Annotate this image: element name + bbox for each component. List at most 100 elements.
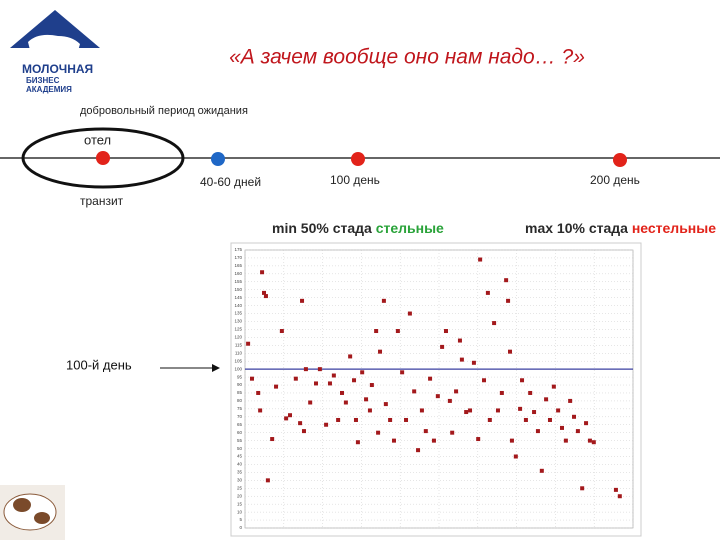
point [523,417,528,422]
point [580,486,585,491]
point [246,341,251,346]
point [447,398,452,403]
y-tick-label: 95 [237,374,243,379]
y-tick-label: 80 [237,398,243,403]
y-tick-label: 75 [237,406,243,411]
point [367,408,372,413]
y-tick-label: 0 [239,525,242,530]
mark-label: 100 день [330,173,380,187]
point [464,410,469,415]
point [440,344,445,349]
point [528,390,533,395]
point [535,429,540,434]
point [288,413,293,418]
point [270,437,275,442]
mark-label: 200 день [590,173,640,187]
point [471,360,476,365]
point [327,381,332,386]
point [265,478,270,483]
point [482,378,487,383]
point [613,487,618,492]
timeline-dot [96,151,110,165]
pointer-label: 100-й день [66,357,132,372]
timeline-dot [613,153,627,167]
point [262,290,267,295]
target-word: стельные [376,220,444,236]
point [317,367,322,372]
point [575,429,580,434]
y-tick-label: 130 [234,319,242,324]
y-tick-label: 125 [234,327,242,332]
transit-label: транзит [80,194,124,208]
y-tick-label: 60 [237,430,243,435]
point [301,429,306,434]
point [509,438,514,443]
y-tick-label: 150 [234,287,242,292]
point [293,376,298,381]
point [352,378,357,383]
point [454,389,459,394]
target-text: max 10% стада нестельные [525,220,716,236]
y-tick-label: 155 [234,279,242,284]
point [495,408,500,413]
point [478,257,483,262]
logo-text: БИЗНЕС [26,76,60,85]
point [591,440,596,445]
point [388,417,393,422]
point [300,298,305,303]
point [412,389,417,394]
y-tick-label: 55 [237,438,243,443]
point [314,381,319,386]
y-tick-label: 30 [237,478,243,483]
target-prefix: max 10% стада [525,220,632,236]
y-tick-label: 105 [234,358,242,363]
point [308,400,313,405]
point [459,357,464,362]
y-tick-label: 120 [234,335,242,340]
point [506,298,511,303]
plot: 0 5 10 15 20 25 30 35 40 45 50 55 60 65 70 75 80 85 90 95 10… [234,247,634,530]
period-label: добровольный период ожидания [80,105,248,117]
logo-roof [10,10,100,48]
point [376,430,381,435]
y-tick-label: 140 [234,303,242,308]
y-tick-label: 65 [237,422,243,427]
y-tick-label: 25 [237,485,243,490]
point [431,438,436,443]
logo-cow [28,34,80,58]
point [518,406,523,411]
point [374,329,379,334]
y-tick-label: 90 [237,382,243,387]
point [395,329,400,334]
point [353,417,358,422]
y-tick-label: 175 [234,247,242,252]
point [348,354,353,359]
point [298,421,303,426]
point [476,437,481,442]
point [324,422,329,427]
point [378,349,383,354]
point [487,417,492,422]
point [513,454,518,459]
y-tick-label: 170 [234,255,242,260]
y-tick-label: 10 [237,509,243,514]
point [274,384,279,389]
y-tick-label: 115 [235,343,243,348]
point [547,417,552,422]
cow-photo [0,485,65,540]
y-tick-label: 15 [237,501,243,506]
point [407,311,412,316]
calving-label: отел [84,132,111,147]
y-tick-label: 85 [237,390,243,395]
point [504,278,509,283]
point [485,290,490,295]
point [587,438,592,443]
point [258,408,263,413]
title: «А зачем вообще оно нам надо… ?» [229,46,585,69]
y-tick-label: 35 [237,470,243,475]
point [457,338,462,343]
point [556,408,561,413]
y-tick-label: 5 [239,517,242,522]
point [381,298,386,303]
